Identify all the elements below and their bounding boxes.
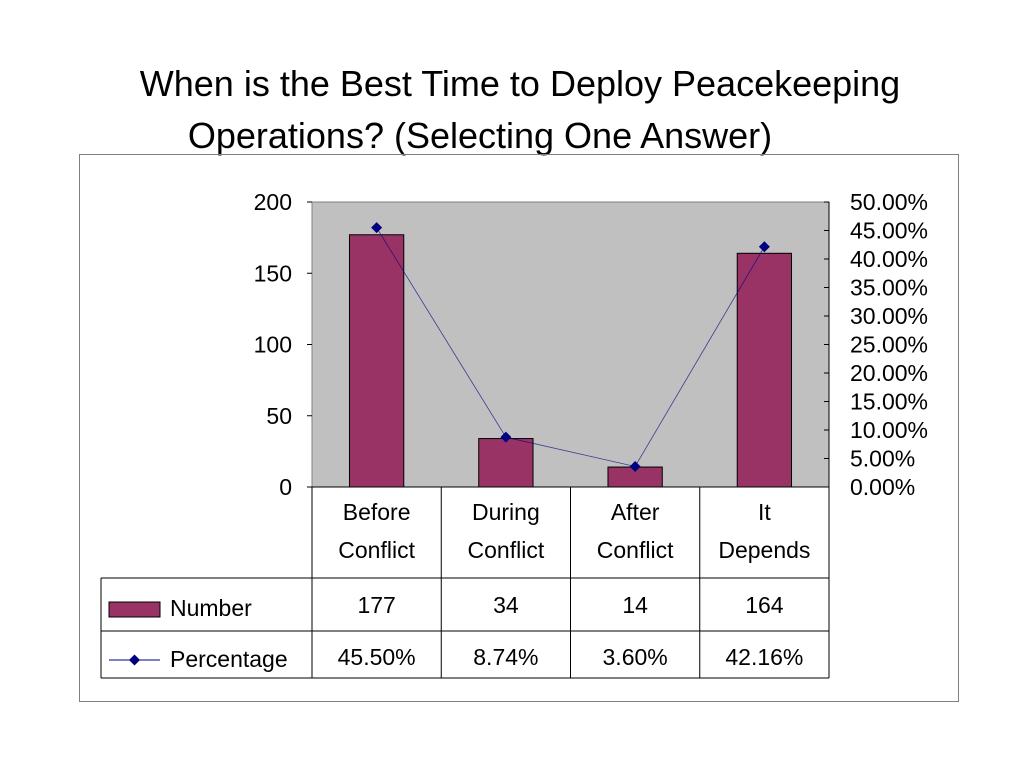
category-label: Conflict (597, 537, 674, 563)
y-right-tick-label: 0.00% (850, 474, 915, 500)
table-cell-percentage: 45.50% (338, 644, 416, 670)
y-right-tick-label: 25.00% (850, 332, 928, 358)
data-point (629, 460, 641, 472)
y-right-tick-label: 15.00% (850, 389, 928, 415)
category-label: During (472, 499, 540, 525)
y-right-tick-label: 20.00% (850, 360, 928, 386)
y-left-tick-label: 150 (254, 260, 292, 286)
chart-frame: 0 50 100 150 200 0.00% 5.00% 10.00% 15.00% 20.00%… (79, 154, 959, 702)
legend-key-marker-percentage (129, 654, 140, 666)
category-label: Before (343, 499, 411, 525)
y-right-tick-label: 40.00% (850, 246, 928, 272)
chart: 0 50 100 150 200 0.00%5.00% 10.00%15.00% 20.00%… (100, 189, 928, 679)
table-cell-percentage: 42.16% (725, 644, 803, 670)
table-cell-number: 164 (745, 592, 784, 618)
table-cell-number: 177 (357, 592, 395, 618)
data-point (758, 241, 770, 253)
y-right-tick-label: 30.00% (850, 303, 928, 329)
y-right-tick-label: 45.00% (850, 218, 928, 244)
category-label: Conflict (468, 537, 545, 563)
category-label: Conflict (338, 537, 415, 563)
title-line-2: Operations? (Selecting One Answer) (187, 115, 773, 156)
title-line-1: When is the Best Time to Deploy Peacekee… (139, 63, 901, 104)
y-left-tick-label: 200 (254, 189, 292, 215)
legend-key-number (108, 601, 161, 618)
percentage-line (376, 227, 765, 467)
y-left-tick-label: 100 (254, 332, 292, 358)
table-cell-percentage: 8.74% (473, 644, 538, 670)
table-cell-number: 14 (622, 592, 648, 618)
bar (736, 252, 793, 488)
table-cell-number: 34 (493, 592, 519, 618)
chart-title: When is the Best Time to Deploy Peacekee… (40, 58, 1000, 162)
legend-label-percentage: Percentage (170, 646, 288, 672)
y-right-tick-label: 5.00% (850, 446, 915, 472)
data-point (500, 431, 512, 443)
y-left-tick-label: 50 (266, 403, 292, 429)
bar (348, 234, 405, 488)
legend-label-number: Number (170, 595, 252, 621)
category-label: After (611, 499, 660, 525)
y-right-tick-label: 50.00% (850, 189, 928, 215)
y-right-tick-label: 10.00% (850, 417, 928, 443)
bar (478, 438, 534, 488)
category-label: Depends (718, 537, 810, 563)
data-point (371, 222, 383, 234)
category-label: It (758, 499, 771, 525)
y-right-tick-label: 35.00% (850, 275, 928, 301)
table-cell-percentage: 3.60% (603, 644, 668, 670)
y-left-tick-label: 0 (279, 474, 292, 500)
